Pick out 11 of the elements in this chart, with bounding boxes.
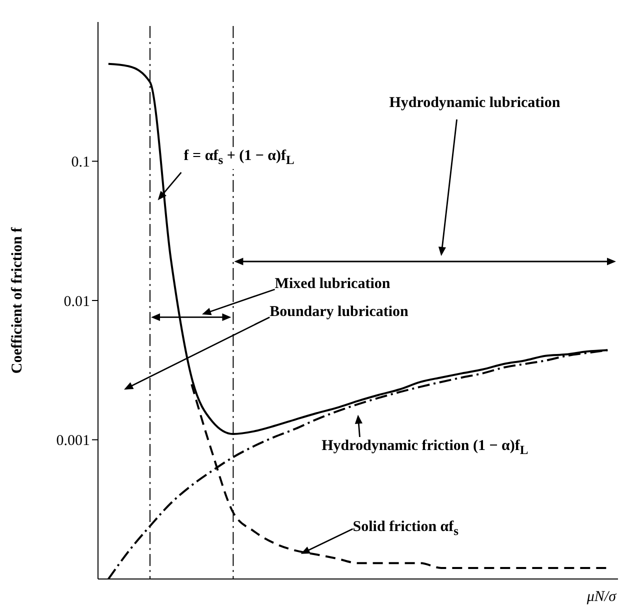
annotation: Hydrodynamic friction (1 − α)f$_{L}$: [322, 436, 528, 459]
y-tick-label: 0.1: [71, 154, 90, 171]
annotation: f = αf$_{s}$ + (1 − α)f$_{L}$: [184, 147, 294, 170]
y-tick-label: 0.001: [56, 433, 90, 450]
annotation: Solid friction αf$_{s}$: [352, 518, 459, 540]
annotation: Boundary lubrication: [270, 303, 408, 322]
annotation: Mixed lubrication: [274, 275, 390, 294]
y-axis-title: Coefficient of friction f: [9, 226, 26, 374]
annotation: Hydrodynamic lubrication: [389, 94, 560, 112]
x-axis-title: μN/σ: [586, 589, 617, 605]
y-tick-label: 0.01: [64, 294, 90, 310]
